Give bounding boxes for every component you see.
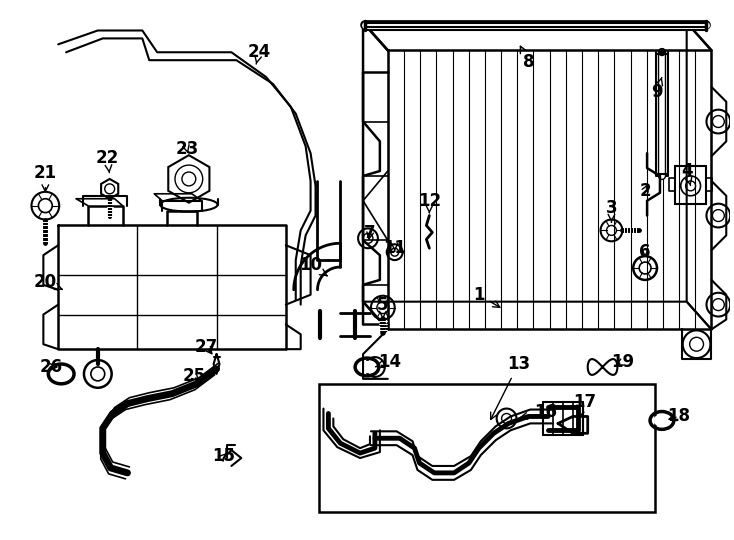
Ellipse shape [359, 362, 375, 373]
Text: 25: 25 [182, 367, 206, 385]
Text: 8: 8 [520, 46, 534, 71]
Circle shape [713, 210, 724, 221]
Circle shape [690, 338, 703, 351]
Bar [675, 166, 706, 204]
Text: 11: 11 [383, 239, 406, 257]
Text: 6: 6 [639, 243, 651, 261]
Text: 19: 19 [611, 353, 634, 371]
Text: 13: 13 [490, 355, 530, 420]
Circle shape [363, 233, 373, 244]
Text: 4: 4 [681, 162, 692, 186]
Text: 27: 27 [195, 338, 218, 356]
Text: 3: 3 [606, 199, 617, 222]
Text: 18: 18 [667, 408, 690, 426]
Text: 20: 20 [34, 273, 62, 291]
Circle shape [713, 299, 724, 310]
Circle shape [606, 226, 617, 235]
Text: 26: 26 [40, 358, 63, 376]
Text: 21: 21 [34, 164, 57, 192]
Circle shape [713, 116, 724, 127]
Ellipse shape [654, 415, 670, 426]
Text: 7: 7 [364, 225, 376, 242]
Text: 14: 14 [375, 353, 401, 371]
Text: 9: 9 [651, 77, 663, 101]
Circle shape [501, 414, 512, 423]
Text: 15: 15 [212, 447, 235, 465]
Text: 10: 10 [299, 256, 327, 276]
Circle shape [182, 172, 196, 186]
Circle shape [658, 48, 666, 56]
Circle shape [686, 181, 696, 191]
Text: 16: 16 [520, 402, 558, 421]
Circle shape [377, 302, 389, 314]
Circle shape [38, 199, 52, 213]
Text: 2: 2 [639, 182, 651, 200]
Circle shape [639, 262, 651, 274]
Text: 12: 12 [418, 192, 441, 213]
Text: 22: 22 [96, 149, 120, 173]
Text: 5: 5 [377, 295, 388, 319]
Circle shape [91, 367, 105, 381]
Text: 24: 24 [247, 43, 271, 64]
Text: 17: 17 [573, 393, 596, 417]
Circle shape [390, 248, 399, 256]
Bar [319, 384, 655, 512]
Circle shape [105, 184, 115, 194]
Ellipse shape [52, 368, 70, 380]
Text: 23: 23 [175, 140, 198, 158]
Text: 1: 1 [473, 286, 500, 307]
